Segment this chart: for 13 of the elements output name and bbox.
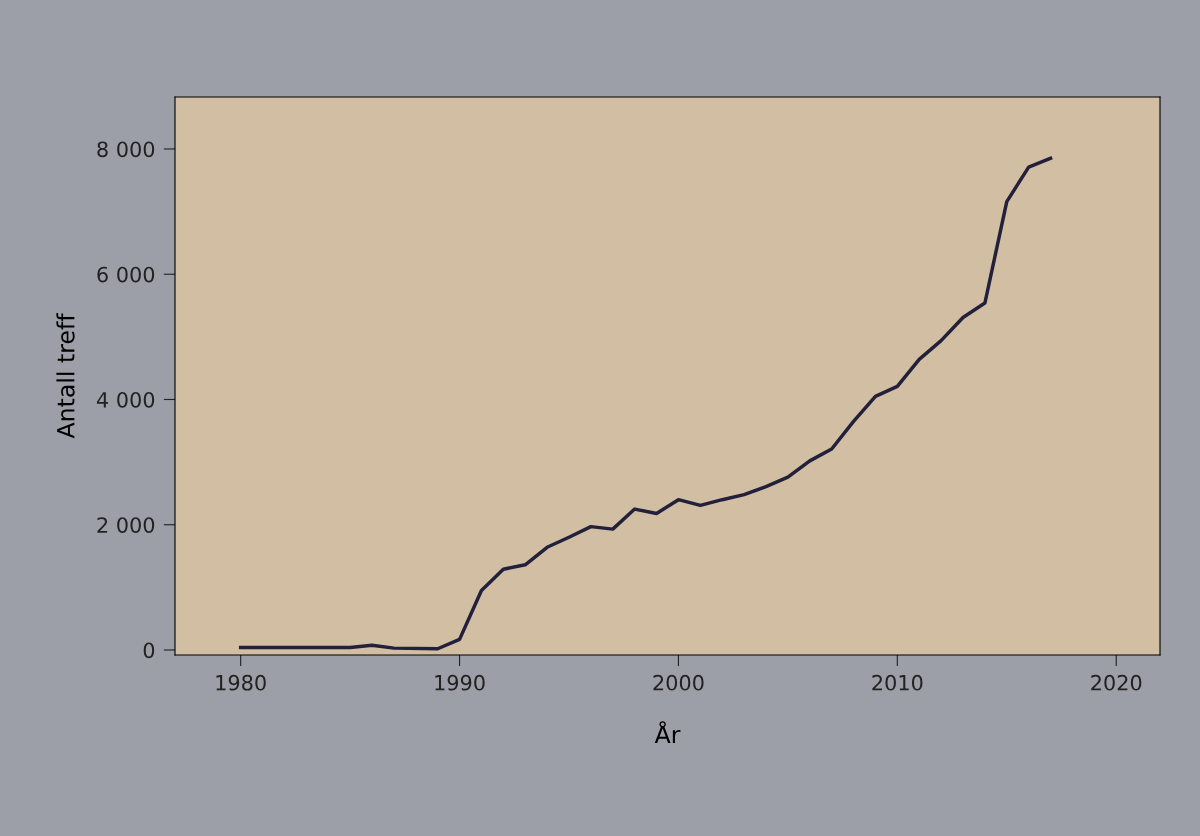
x-tick-label: 1980 <box>216 674 266 691</box>
y-tick-label: 2 000 <box>97 517 155 533</box>
y-tick-label: 6 000 <box>97 266 155 283</box>
x-tick-label: 2020 <box>1091 674 1142 691</box>
y-tick-label: 0 <box>143 642 155 659</box>
x-tick-label: 2000 <box>653 674 704 691</box>
y-axis-title: Antall treff <box>56 313 75 439</box>
y-tick-label: 4 000 <box>96 391 155 408</box>
x-axis-title: År <box>654 721 681 744</box>
x-tick-label: 2010 <box>872 674 923 691</box>
line-series <box>238 156 1053 651</box>
x-tick-label: 1990 <box>435 674 485 691</box>
y-tick-label: 8 000 <box>97 141 155 158</box>
